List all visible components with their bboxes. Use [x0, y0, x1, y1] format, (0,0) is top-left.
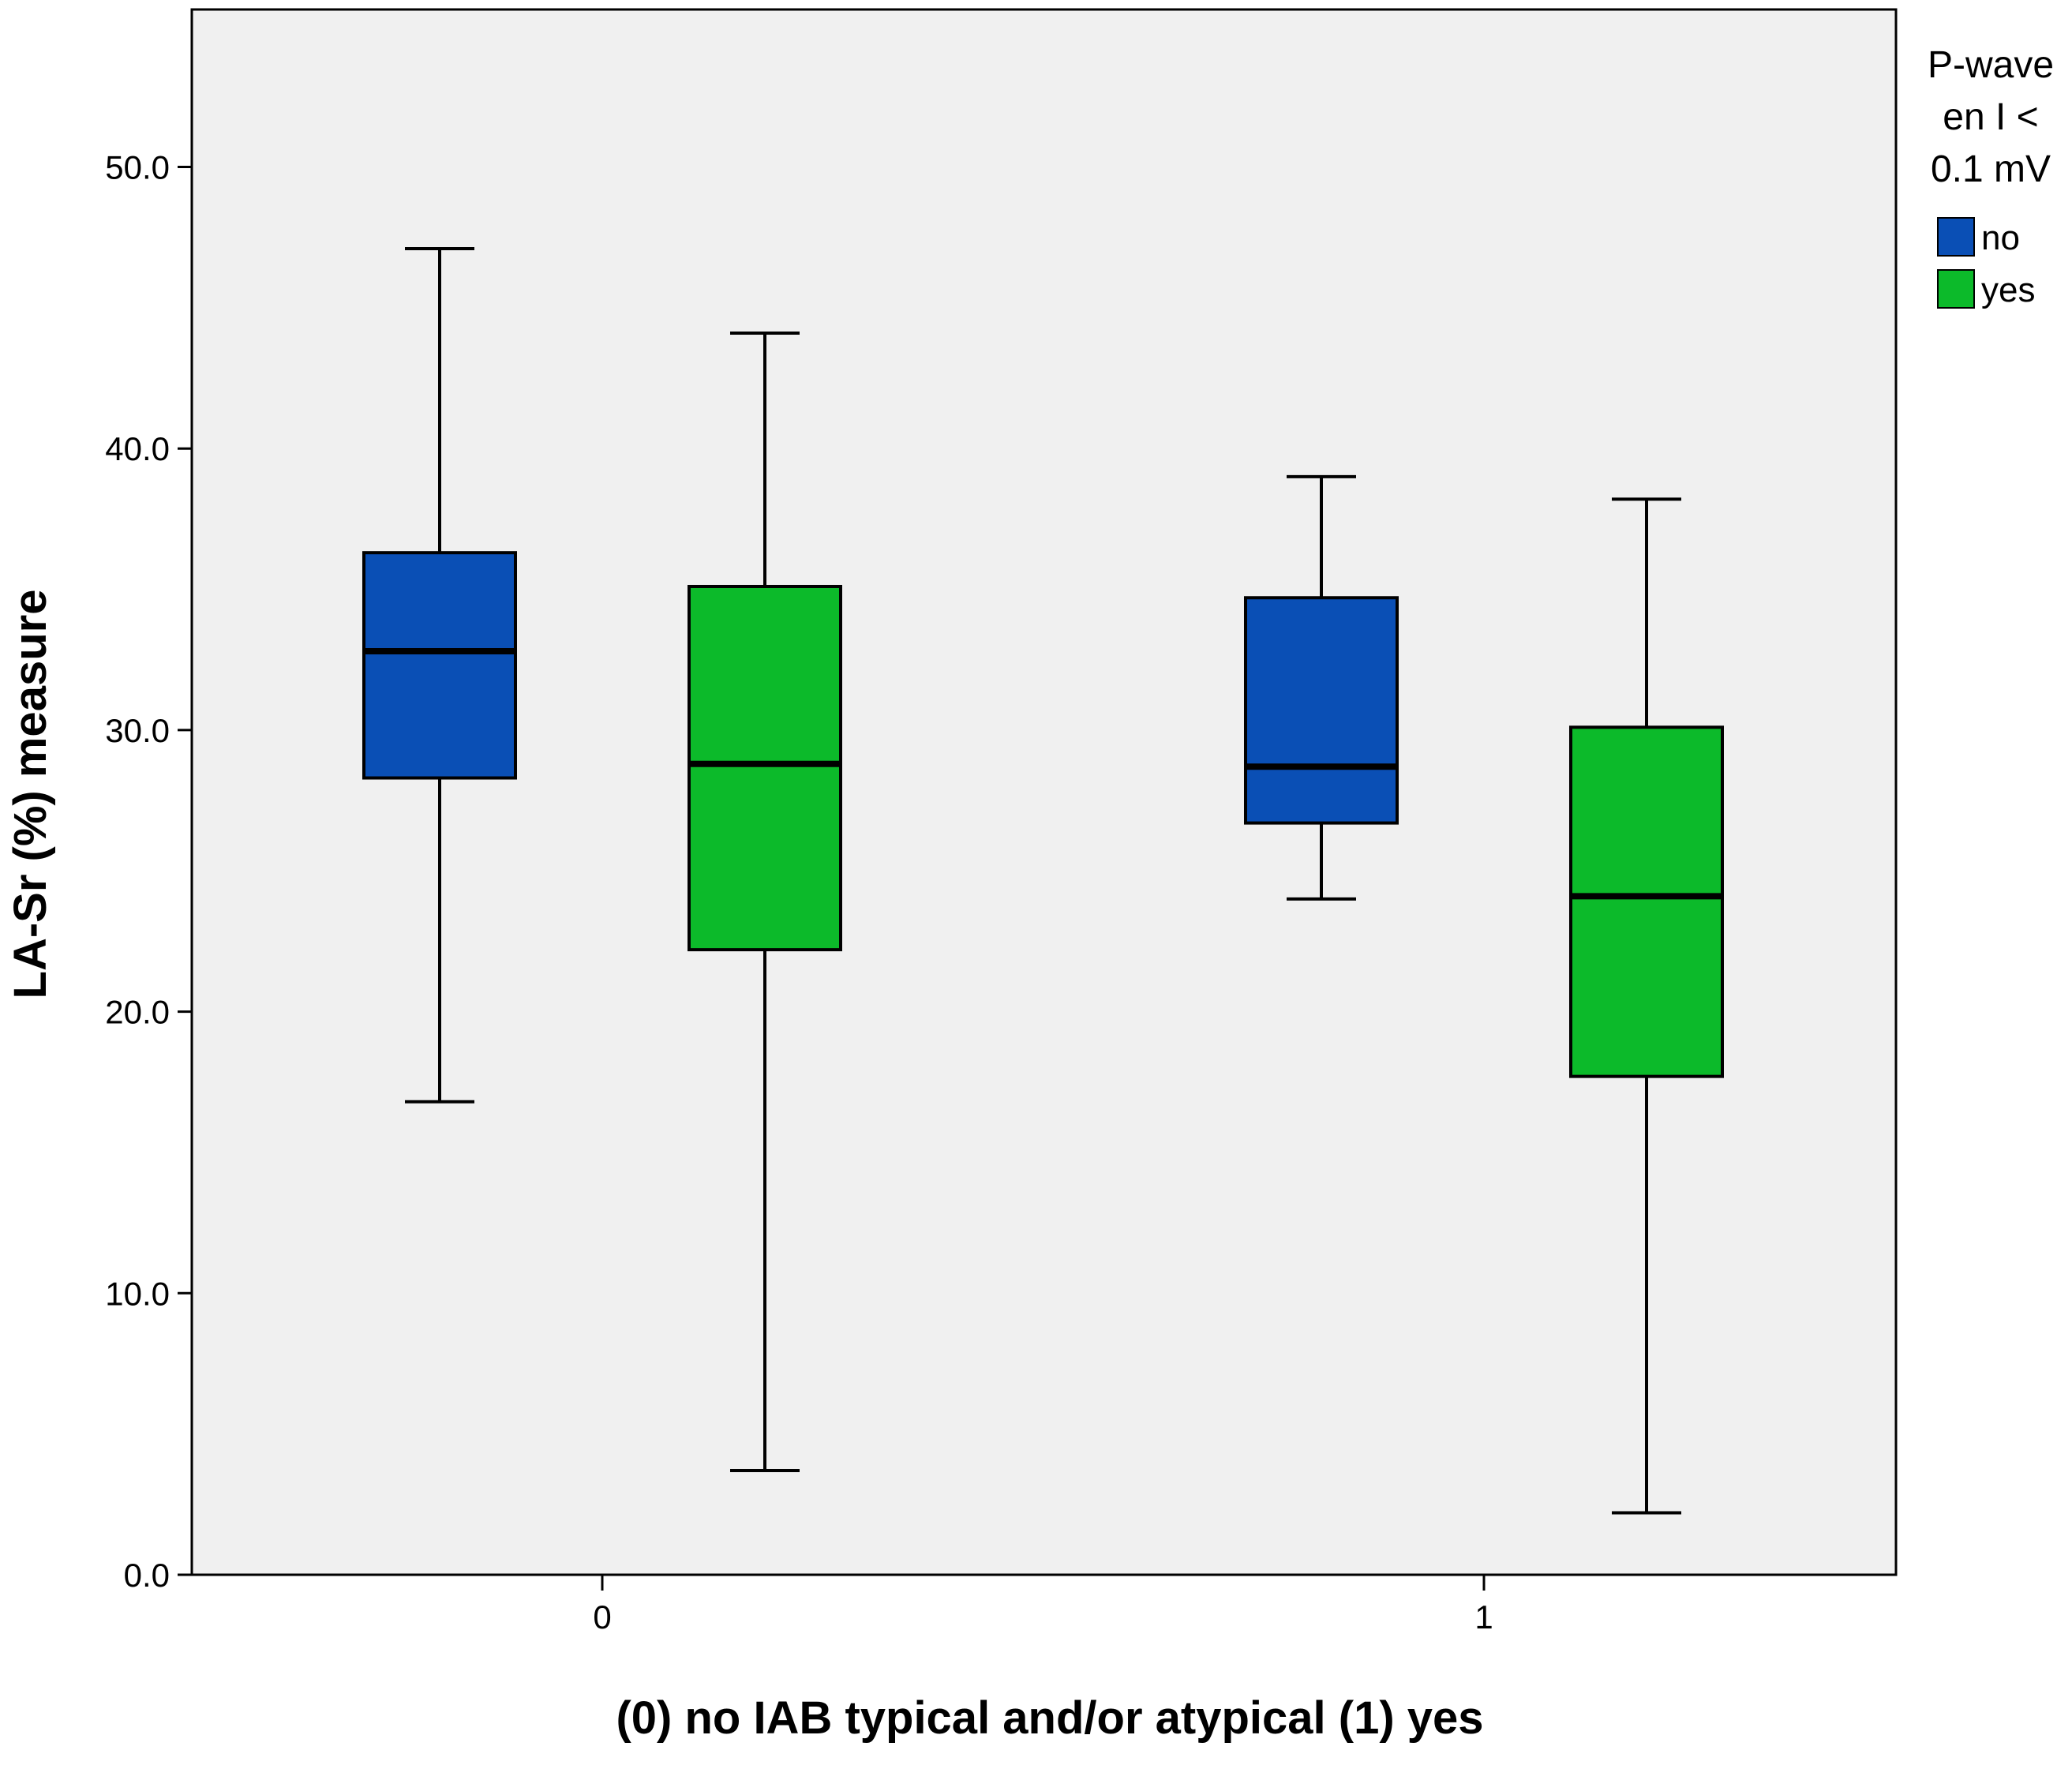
legend-title-line: 0.1 mV — [1931, 148, 2051, 190]
box-iqr — [688, 584, 842, 952]
box-yes-1 — [1569, 497, 1724, 1515]
x-tick-label: 1 — [1474, 1598, 1493, 1636]
y-tick-label: 0.0 — [124, 1557, 170, 1594]
x-tick-label: 0 — [593, 1598, 611, 1636]
y-tick-label: 10.0 — [105, 1275, 170, 1312]
legend-swatch-yes — [1937, 269, 1975, 309]
box-yes-0 — [688, 331, 842, 1473]
y-tick-label: 30.0 — [105, 712, 170, 749]
box-iqr — [1244, 596, 1399, 825]
box-series — [362, 246, 1724, 1515]
y-axis-title: LA-Sr (%) measure — [5, 590, 56, 999]
box-iqr — [1569, 725, 1724, 1078]
legend-title-line: en I < — [1943, 96, 2038, 138]
box-no-1 — [1244, 474, 1399, 901]
box-iqr — [362, 551, 517, 780]
legend: P-wave en I < 0.1 mV no yes — [1928, 44, 2054, 309]
box-no-0 — [362, 246, 517, 1104]
y-axis: 0.0 10.0 20.0 30.0 40.0 50.0 — [105, 149, 192, 1594]
legend-label-no: no — [1981, 219, 2020, 257]
y-tick-label: 20.0 — [105, 994, 170, 1031]
legend-label-yes: yes — [1981, 271, 2035, 309]
y-tick-label: 50.0 — [105, 149, 170, 186]
x-axis-title: (0) no IAB typical and/or atypical (1) y… — [616, 1692, 1483, 1744]
legend-title-line: P-wave — [1928, 44, 2054, 86]
legend-swatch-no — [1937, 217, 1975, 257]
y-tick-label: 40.0 — [105, 430, 170, 467]
